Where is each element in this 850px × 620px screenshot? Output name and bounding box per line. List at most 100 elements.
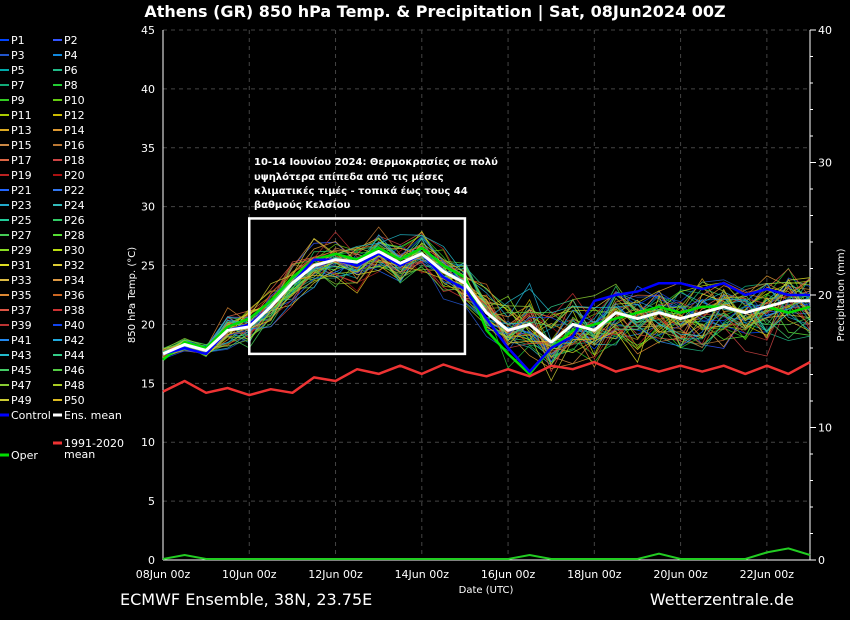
y-tick-label: 10 [141,436,155,449]
legend-item-p3-label: P3 [11,49,25,62]
legend-item-p17-label: P17 [11,154,32,167]
legend-item-p22-label: P22 [64,184,85,197]
y-tick-label: 20 [141,318,155,331]
annotation-line-1: 10-14 Ιουνίου 2024: Θερμοκρασίες σε πολύ [254,156,498,168]
legend-item-p31-label: P31 [11,259,32,272]
legend-item-p23-label: P23 [11,199,32,212]
y-tick-label: 35 [141,142,155,155]
y2-tick-label: 20 [818,289,832,302]
member-line-P38 [162,258,811,356]
legend-item-p49-label: P49 [11,394,32,407]
legend-item-p9-label: P9 [11,94,25,107]
series-line-1991-2020-mean [162,360,811,397]
y-tick-label: 0 [148,554,155,567]
annotation-line-3: κλιματικές τιμές - τοπικά έως τους 44 [254,185,468,197]
series-line-oper [162,246,811,376]
member-line-P47 [162,248,811,350]
series-line-ens-mean [162,249,810,356]
legend-item-ens-mean-label: Ens. mean [64,409,122,422]
member-line-P27 [162,251,811,349]
y2-tick-label: 0 [818,554,825,567]
legend-item-p18-label: P18 [64,154,85,167]
chart-title: Athens (GR) 850 hPa Temp. & Precipitatio… [144,2,725,22]
y-tick-label: 5 [148,495,155,508]
legend-item-p7-label: P7 [11,79,25,92]
legend-item-p50-label: P50 [64,394,85,407]
legend-item-p1-label: P1 [11,34,25,47]
legend-item-p40-label: P40 [64,319,85,332]
legend-item-p44-label: P44 [64,349,85,362]
legend-item-p8-label: P8 [64,79,78,92]
legend-item-p4-label: P4 [64,49,78,62]
legend-item-p15-label: P15 [11,139,32,152]
legend-item-p30-label: P30 [64,244,85,257]
x-tick-label: 14Jun 00z [395,568,450,581]
ensemble-member-lines [162,226,811,382]
y2-tick-label: 40 [818,24,832,37]
member-line-P50 [162,259,811,357]
legend-item-p42-label: P42 [64,334,85,347]
legend-item-p10-label: P10 [64,94,85,107]
y-axis-title: 850 hPa Temp. (°C) [127,247,138,343]
legend-item-p2-label: P2 [64,34,78,47]
legend: P1 P2 P3 P4 P5 P6 P7 P8 P9 P10 P11 P12 P13 P14 P15 P16 P… [0,34,124,462]
legend-item-1991-2020-mean-label: 1991-2020 mean [64,437,124,461]
x-tick-label: 12Jun 00z [308,568,363,581]
legend-item-p26-label: P26 [64,214,85,227]
legend-item-p38-label: P38 [64,304,85,317]
footer-source: ECMWF Ensemble, 38N, 23.75E [120,590,372,609]
legend-item-p20-label: P20 [64,169,85,182]
legend-item-p28-label: P28 [64,229,85,242]
annotation: 10-14 Ιουνίου 2024: Θερμοκρασίες σε πολύ… [248,156,498,356]
legend-item-p46-label: P46 [64,364,85,377]
y-tick-label: 15 [141,377,155,390]
footer-brand: Wetterzentrale.de [650,590,794,609]
x-tick-label: 10Jun 00z [222,568,277,581]
legend-item-p33-label: P33 [11,274,32,287]
legend-item-p41-label: P41 [11,334,32,347]
highlight-series [162,246,811,397]
member-line-P17 [162,247,811,351]
legend-item-p36-label: P36 [64,289,85,302]
legend-item-p47-label: P47 [11,379,32,392]
precipitation-line [162,547,811,560]
legend-item-p35-label: P35 [11,289,32,302]
legend-item-p21-label: P21 [11,184,32,197]
precipitation-series [162,547,811,560]
legend-item-oper-label: Oper [11,449,38,462]
legend-item-p5-label: P5 [11,64,25,77]
y2-tick-label: 10 [818,422,832,435]
y-tick-label: 30 [141,201,155,214]
annotation-box [248,217,467,356]
legend-item-p6-label: P6 [64,64,78,77]
x-tick-label: 20Jun 00z [653,568,708,581]
legend-item-p43-label: P43 [11,349,32,362]
legend-item-p48-label: P48 [64,379,85,392]
x-tick-label: 18Jun 00z [567,568,622,581]
legend-item-p14-label: P14 [64,124,85,137]
legend-item-p45-label: P45 [11,364,32,377]
legend-item-p12-label: P12 [64,109,85,122]
legend-item-p25-label: P25 [11,214,32,227]
legend-item-p13-label: P13 [11,124,32,137]
legend-item-p32-label: P32 [64,259,85,272]
legend-item-p11-label: P11 [11,109,32,122]
y-tick-label: 40 [141,83,155,96]
member-line-P45 [162,243,811,354]
annotation-line-2: υψηλότερα επίπεδα από τις μέσες [254,171,444,183]
x-tick-label: 08Jun 00z [136,568,191,581]
legend-item-control-label: Control [11,409,51,422]
y-tick-label: 45 [141,24,155,37]
y-tick-label: 25 [141,260,155,273]
legend-item-p29-label: P29 [11,244,32,257]
legend-item-p39-label: P39 [11,319,32,332]
x-axis-title: Date (UTC) [459,585,514,596]
legend-item-p19-label: P19 [11,169,32,182]
x-tick-label: 22Jun 00z [740,568,795,581]
y2-tick-label: 30 [818,157,832,170]
y2-axis-title: Precipitation (mm) [836,248,847,341]
legend-item-p34-label: P34 [64,274,85,287]
annotation-line-4: βαθμούς Κελσίου [254,199,350,211]
legend-item-p16-label: P16 [64,139,85,152]
